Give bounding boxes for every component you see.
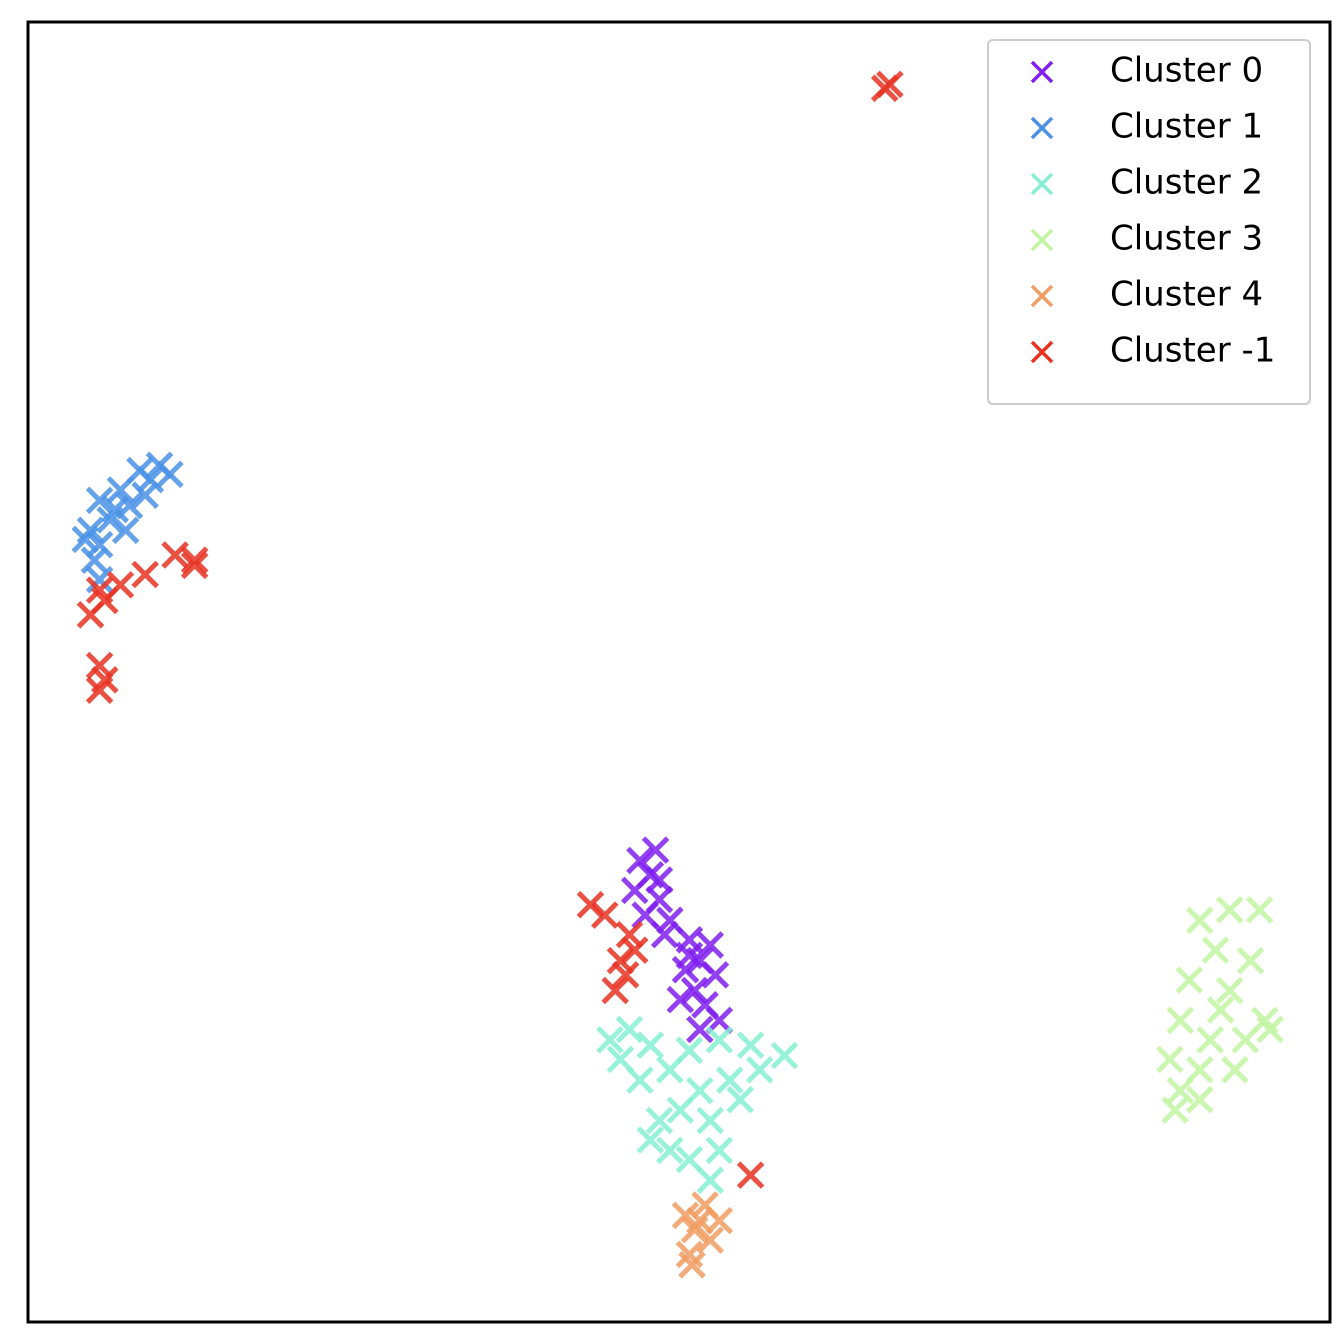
scatter-point [1186, 1056, 1214, 1084]
scatter-point [156, 460, 184, 489]
scatter-point [611, 961, 640, 989]
scatter-point [656, 1136, 684, 1165]
scatter-point [85, 486, 114, 515]
scatter-point [85, 676, 114, 704]
scatter-point [131, 560, 159, 589]
scatter-point [666, 985, 695, 1014]
scatter-point [1161, 1096, 1189, 1124]
scatter-point [696, 931, 725, 959]
scatter-point [1166, 1076, 1195, 1105]
scatter-point [80, 546, 109, 574]
scatter-point [666, 1096, 695, 1124]
scatter-point [606, 1045, 635, 1074]
scatter-point [696, 1226, 725, 1254]
scatter-point [131, 481, 159, 509]
scatter-point [770, 1041, 799, 1070]
scatter-point [675, 1145, 704, 1174]
legend-marker [1030, 228, 1054, 252]
scatter-point [1196, 1026, 1224, 1054]
legend-label: Cluster 3 [1110, 219, 1263, 259]
legend-marker [1030, 340, 1054, 364]
scatter-point [675, 1036, 704, 1065]
legend-label: Cluster -1 [1110, 331, 1275, 371]
legend-label: Cluster 0 [1110, 51, 1263, 91]
scatter-point [91, 586, 119, 615]
scatter-point [601, 976, 629, 1005]
scatter-point [1175, 966, 1204, 994]
scatter-point [136, 465, 165, 494]
legend-label: Cluster 1 [1110, 107, 1263, 147]
scatter-point [645, 1106, 674, 1135]
plot-frame [26, 20, 1332, 1324]
scatter-point [686, 1015, 714, 1044]
scatter-point [596, 1026, 624, 1054]
scatter-point [576, 890, 605, 919]
legend-marker [1030, 172, 1054, 196]
scatter-point [870, 74, 899, 103]
scatter-point [1166, 1006, 1195, 1035]
scatter-point [696, 1106, 725, 1135]
scatter-point [1186, 1085, 1214, 1114]
scatter-point [745, 1056, 774, 1084]
scatter-point [736, 1031, 765, 1059]
scatter-point [636, 1126, 665, 1154]
scatter-point [626, 1066, 654, 1094]
scatter-point [701, 961, 730, 989]
scatter-point [1186, 906, 1214, 935]
scatter-point [111, 516, 140, 545]
legend-label: Cluster 2 [1110, 163, 1263, 203]
scatter-point [726, 1085, 754, 1114]
scatter-point [180, 551, 209, 580]
scatter-point [716, 1066, 744, 1094]
scatter-point [736, 1161, 765, 1189]
scatter-point [85, 565, 114, 594]
scatter-point [615, 1015, 644, 1044]
scatter-point [1201, 936, 1230, 964]
scatter-point [1231, 1026, 1260, 1054]
scatter-point [705, 1026, 734, 1054]
scatter-point [696, 1166, 725, 1195]
scatter-point [641, 836, 670, 864]
scatter-point [1245, 896, 1274, 924]
scatter-point [161, 541, 189, 569]
scatter-point [650, 920, 679, 949]
scatter-point [1215, 896, 1244, 924]
scatter-point [1215, 976, 1244, 1005]
scatter-point [1221, 1056, 1249, 1084]
scatter-point [645, 866, 674, 894]
scatter-point [1206, 996, 1235, 1024]
scatter-point [636, 1031, 665, 1059]
scatter-point [71, 525, 100, 554]
scatter-point [686, 1206, 714, 1235]
legend-marker [1030, 60, 1054, 84]
scatter-point [591, 901, 619, 929]
legend-marker [1030, 116, 1054, 140]
scatter-point [1156, 1045, 1184, 1074]
scatter-point [680, 976, 709, 1005]
scatter-point [101, 495, 130, 524]
scatter-point [678, 1251, 706, 1279]
legend-label: Cluster 4 [1110, 275, 1263, 315]
legend-marker [1030, 284, 1054, 308]
scatter-point [675, 941, 704, 970]
scatter-point [1236, 946, 1265, 975]
legend: Cluster 0 Cluster 1 Cluster 2 Cluster 3 Clus… [987, 39, 1311, 405]
scatter-point [620, 936, 649, 964]
scatter-point [1256, 1015, 1284, 1044]
legend-frame [987, 39, 1311, 405]
scatter-point [180, 546, 209, 574]
scatter-point [705, 1136, 734, 1165]
scatter-point [620, 876, 649, 905]
scatter-point [615, 920, 644, 949]
